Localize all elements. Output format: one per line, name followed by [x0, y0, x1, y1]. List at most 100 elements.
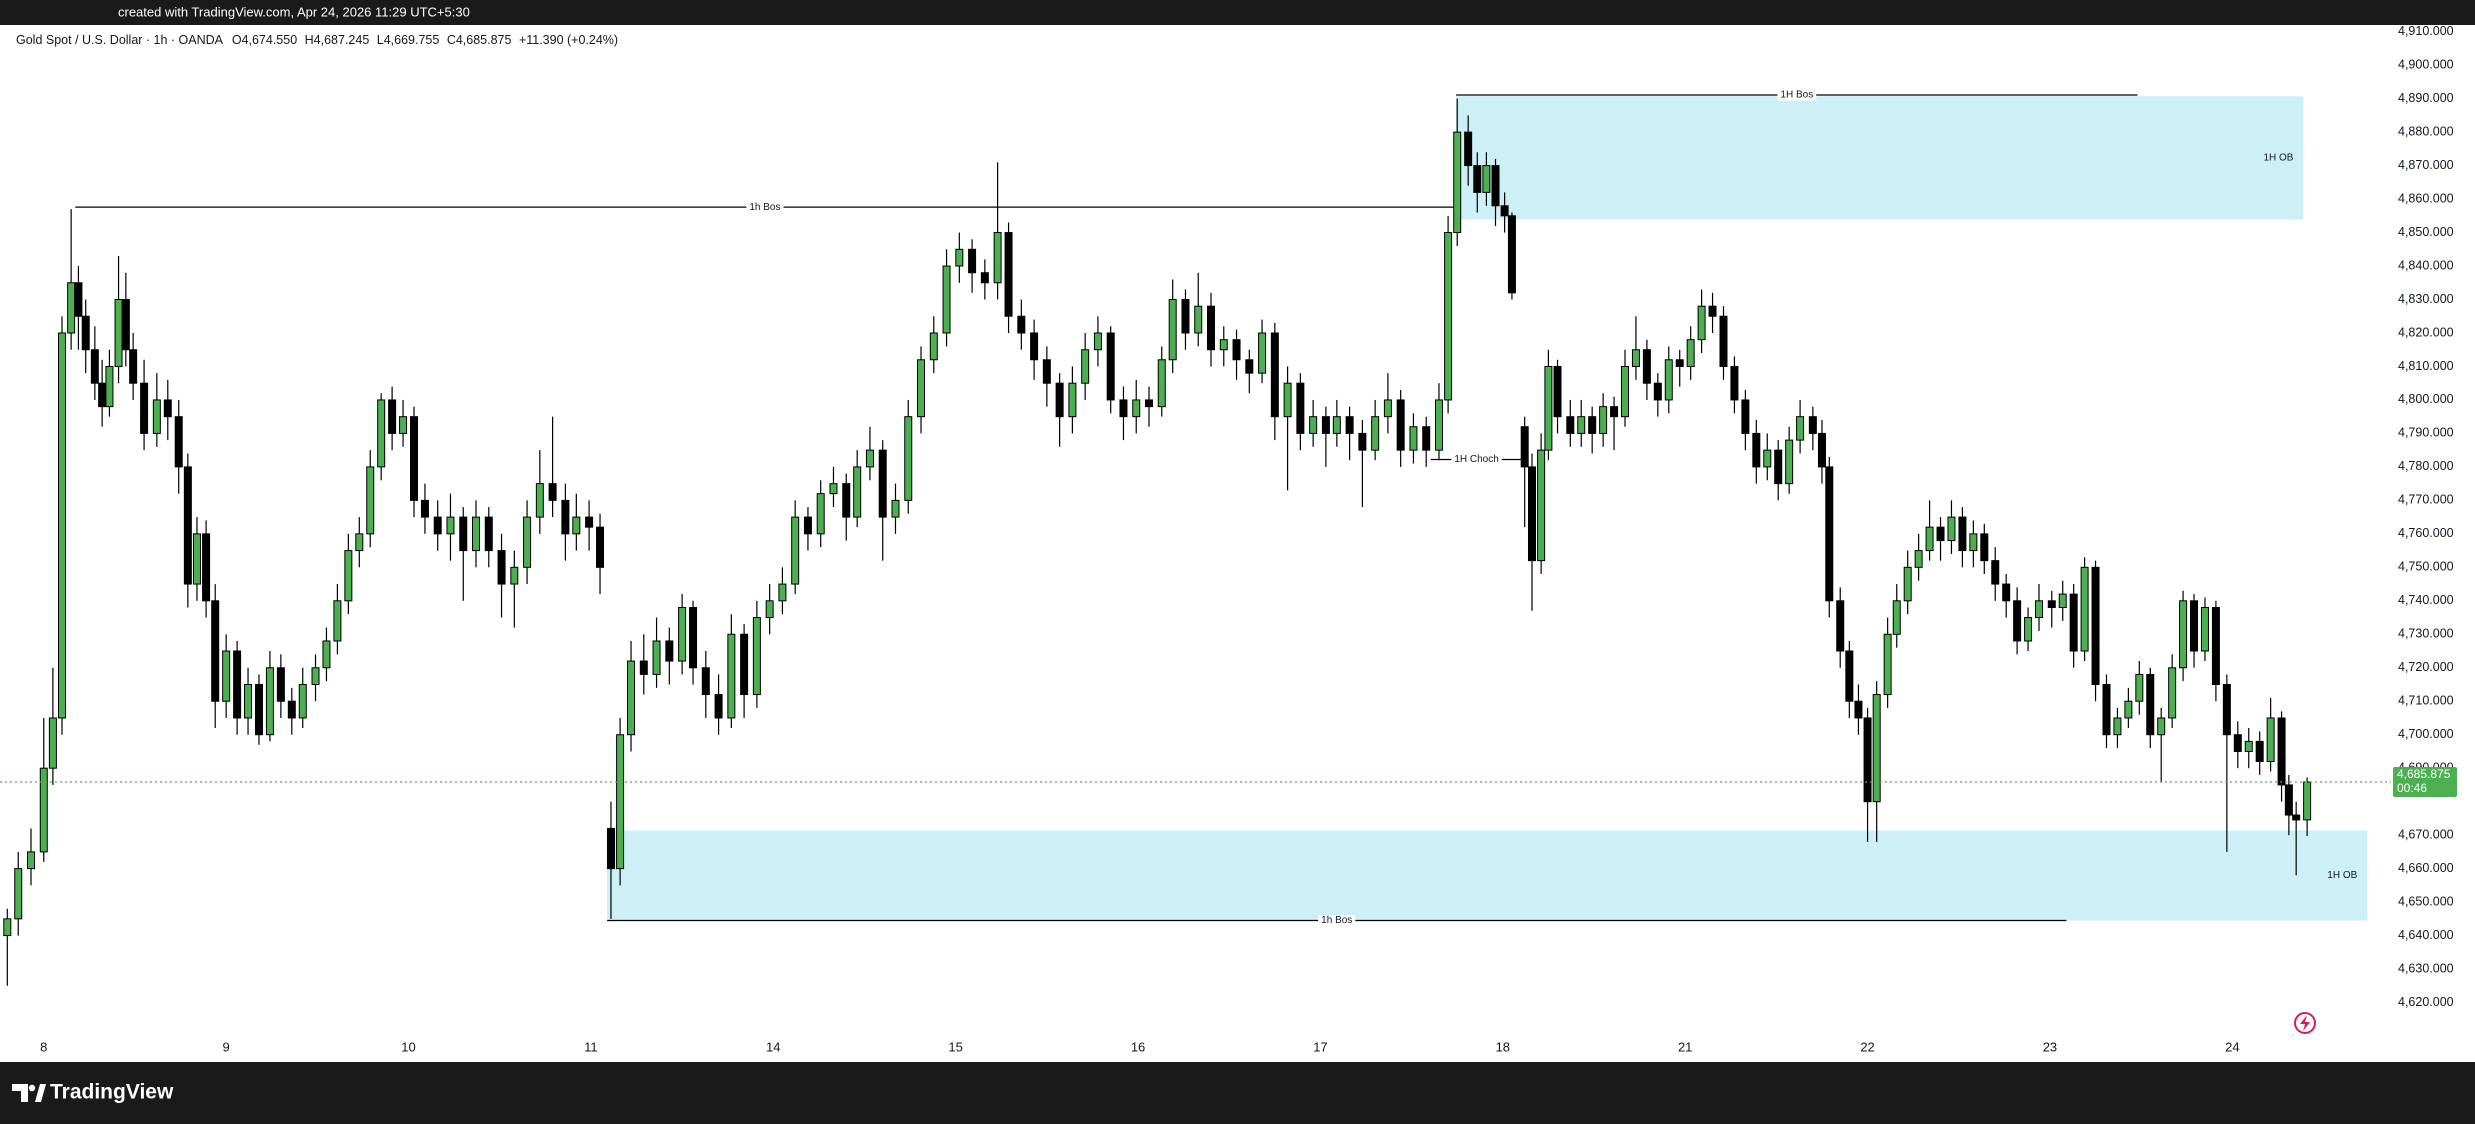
candle-body	[765, 600, 774, 619]
candle-body	[1473, 165, 1482, 193]
candle-body	[891, 499, 900, 518]
y-tick-label: 4,740.000	[2398, 593, 2454, 607]
x-tick-label: 15	[948, 1039, 962, 1054]
candle-body	[1081, 349, 1090, 384]
candle-body	[791, 516, 800, 585]
candle-body	[2179, 600, 2188, 669]
candle-body	[2157, 717, 2166, 736]
candle-body	[183, 466, 192, 585]
candle-body	[652, 640, 661, 675]
level-label: 1H Bos	[1780, 90, 1813, 101]
candle-body	[48, 717, 57, 769]
candle-body	[639, 660, 648, 675]
candle-body	[714, 694, 723, 719]
candle-body	[829, 483, 838, 495]
order-block-zone	[607, 830, 2368, 921]
candle-body	[2135, 673, 2144, 702]
x-tick-label: 18	[1496, 1039, 1510, 1054]
candle-body	[1482, 165, 1491, 193]
candle-body	[1144, 399, 1153, 408]
candle-body	[1119, 399, 1128, 418]
candle-body	[1345, 416, 1354, 434]
y-tick-label: 4,670.000	[2398, 827, 2454, 841]
candle-body	[1309, 416, 1318, 434]
candle-body	[2113, 717, 2122, 736]
candle-body	[1296, 382, 1305, 434]
candle-body	[1892, 600, 1901, 635]
level-label: 1h Bos	[749, 202, 780, 213]
level-label-bg	[746, 201, 784, 213]
candle-body	[1283, 382, 1292, 418]
candle-body	[377, 399, 386, 468]
candle-body	[355, 533, 364, 552]
candle-body	[1207, 305, 1216, 351]
candle-body	[596, 526, 605, 568]
candle-body	[459, 516, 468, 552]
candle-body	[1980, 533, 1989, 562]
candle-body	[1434, 399, 1443, 451]
candle-body	[433, 516, 442, 535]
candle-body	[1599, 406, 1608, 434]
top-bar	[0, 0, 2475, 25]
candle-body	[1030, 332, 1039, 361]
candle-body	[1872, 694, 1881, 803]
candle-body	[333, 600, 342, 642]
candle-body	[105, 365, 114, 408]
candle-body	[2168, 667, 2177, 719]
candle-body	[2102, 683, 2111, 736]
candle-body	[2013, 600, 2022, 642]
candle-body	[980, 272, 989, 284]
level-label: 1H Choch	[1454, 454, 1498, 465]
y-tick-label: 4,750.000	[2398, 560, 2454, 574]
candle-body	[2277, 717, 2286, 786]
y-tick-label: 4,870.000	[2398, 158, 2454, 172]
candle-body	[1817, 432, 1826, 468]
candle-body	[1409, 426, 1418, 451]
candle-body	[81, 315, 90, 351]
candle-body	[1774, 449, 1783, 485]
candle-body	[472, 516, 481, 552]
candle-body	[1883, 633, 1892, 696]
candle-body	[585, 516, 594, 528]
y-tick-label: 4,640.000	[2398, 928, 2454, 942]
candle-body	[420, 499, 429, 518]
candle-body	[1730, 365, 1739, 401]
level-label-bg	[1318, 915, 1356, 927]
candle-body	[2080, 566, 2089, 652]
candle-body	[1321, 416, 1330, 434]
candle-body	[701, 667, 710, 696]
level-label-bg	[1777, 89, 1817, 101]
candle-body	[1808, 416, 1817, 434]
candle-body	[548, 483, 557, 501]
candle-body	[1621, 365, 1630, 418]
candle-body	[627, 660, 636, 736]
candle-body	[1332, 416, 1341, 434]
candle-body	[778, 583, 787, 602]
candle-body	[1825, 466, 1834, 602]
y-tick-label: 4,790.000	[2398, 426, 2454, 440]
axes: 4,620.000 4,630.000 4,640.000 4,650.000 4,66…	[40, 24, 2457, 1054]
candle-body	[1936, 526, 1945, 542]
last-price-box	[2393, 766, 2457, 797]
candle-body	[853, 466, 862, 518]
candle-body	[39, 767, 48, 853]
candle-body	[366, 466, 375, 535]
countdown: 00:46	[2397, 781, 2427, 795]
ohlc-low: L4,669.755	[377, 33, 440, 47]
candle-body	[929, 332, 938, 361]
y-tick-label: 4,780.000	[2398, 459, 2454, 473]
x-tick-label: 10	[401, 1039, 415, 1054]
alert-icon[interactable]	[2294, 1012, 2316, 1034]
x-tick-label: 16	[1131, 1039, 1145, 1054]
candle-body	[665, 640, 674, 662]
candle-body	[1969, 533, 1978, 552]
candle-body	[1270, 332, 1279, 418]
candle-body	[1854, 700, 1863, 719]
candle-body	[1500, 205, 1509, 217]
candle-body	[484, 516, 493, 552]
x-tick-label: 14	[766, 1039, 780, 1054]
candle-body	[1708, 305, 1717, 317]
y-tick-label: 4,630.000	[2398, 961, 2454, 975]
candle-body	[129, 349, 138, 384]
